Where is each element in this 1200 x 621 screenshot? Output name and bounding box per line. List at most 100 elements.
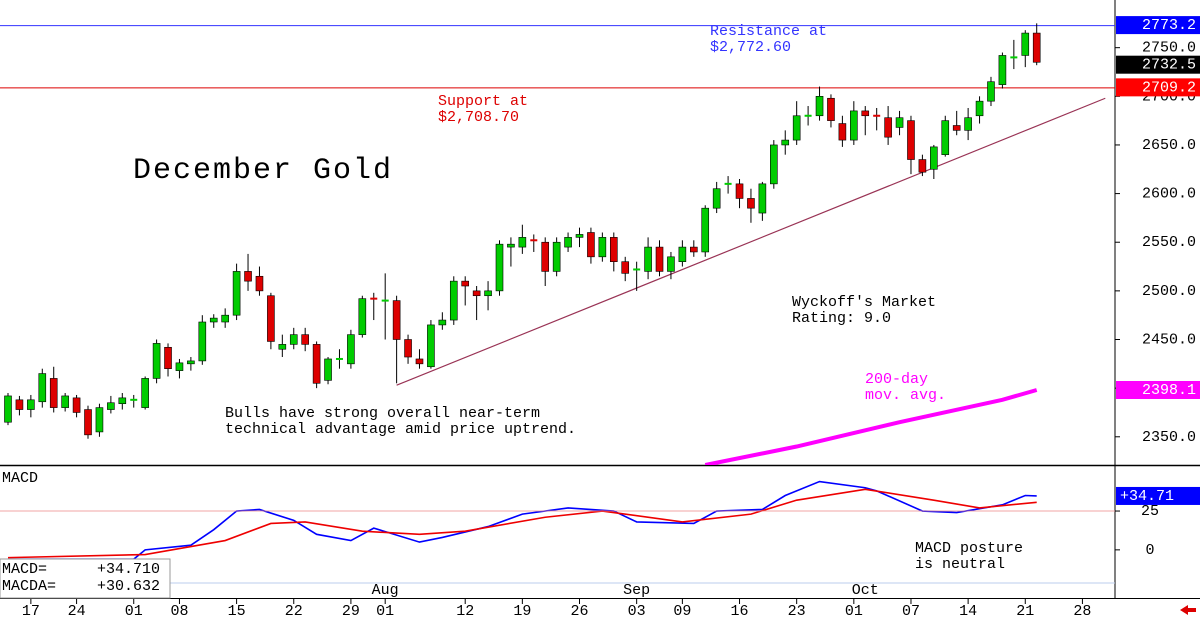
y-tick-label: 2650.0 xyxy=(1142,137,1196,154)
candle-body xyxy=(27,399,35,410)
readout-name: MACD= xyxy=(2,561,47,578)
readout-value: +30.632 xyxy=(97,578,160,595)
x-tick-label: 19 xyxy=(513,603,531,620)
candle-body xyxy=(507,243,515,248)
candle-body xyxy=(621,261,630,274)
y-tick-label: 2600.0 xyxy=(1142,186,1196,203)
annotation: Bulls have strong overall near-term xyxy=(225,405,540,422)
candle-body xyxy=(884,117,892,138)
x-tick-label: 23 xyxy=(788,603,806,620)
candle-body xyxy=(335,357,343,360)
candle-body xyxy=(758,183,767,214)
annotation: technical advantage amid price uptrend. xyxy=(225,421,576,438)
candle-body xyxy=(873,114,881,117)
x-tick-label: 24 xyxy=(68,603,86,620)
candle-body xyxy=(804,114,812,117)
annotation: Wyckoff's Market xyxy=(792,294,936,311)
x-tick-label: 09 xyxy=(673,603,691,620)
candle-body xyxy=(678,246,687,262)
candle-body xyxy=(930,146,938,170)
macd-marker-label: +34.71 xyxy=(1120,488,1174,505)
candle-body xyxy=(907,120,915,160)
candle-body xyxy=(598,237,607,258)
axis-marker-label: 2398.1 xyxy=(1142,382,1196,399)
candle-body xyxy=(130,398,138,401)
macd-y-tick-label: 0 xyxy=(1145,542,1154,559)
axis-marker xyxy=(1116,380,1200,399)
x-tick-label: 01 xyxy=(845,603,863,620)
axis-marker xyxy=(1116,55,1200,74)
axis-marker xyxy=(1116,16,1200,35)
annotation: Rating: 9.0 xyxy=(792,310,891,327)
candle-body xyxy=(141,378,149,408)
candle-body xyxy=(861,110,870,117)
candle-body xyxy=(152,343,161,379)
candle-body xyxy=(987,81,995,102)
candle-body xyxy=(1021,32,1030,56)
macd-panel xyxy=(0,480,1115,560)
candle-body xyxy=(975,100,984,117)
candle-body xyxy=(4,395,12,423)
candle-body xyxy=(72,397,81,413)
candle-body xyxy=(918,159,927,173)
ma-label: mov. avg. xyxy=(865,387,946,404)
candle-body xyxy=(95,407,104,433)
candle-body xyxy=(15,399,24,410)
readout-name: MACDA= xyxy=(2,578,56,595)
month-label: Oct xyxy=(852,582,879,599)
candle-body xyxy=(735,183,744,199)
x-tick-label: 21 xyxy=(1016,603,1034,620)
candle-body xyxy=(278,344,287,350)
candle-body xyxy=(324,358,332,381)
support-label: $2,708.70 xyxy=(438,109,519,126)
candle-body xyxy=(370,297,378,300)
candle-body xyxy=(941,120,950,155)
candle-body xyxy=(84,409,92,436)
candle-body xyxy=(495,243,504,292)
macd-marker xyxy=(1116,486,1200,505)
resistance-label: $2,772.60 xyxy=(710,39,791,56)
candle-body xyxy=(850,110,858,141)
candle-body xyxy=(1032,32,1041,63)
chart-title: December Gold xyxy=(133,154,393,188)
annotation: MACD posture xyxy=(915,540,1023,557)
candle-body xyxy=(164,346,172,369)
annotation: is neutral xyxy=(915,556,1005,573)
candle-body xyxy=(472,290,481,297)
candle-body xyxy=(49,378,58,408)
macd-y-tick-label: 25 xyxy=(1141,503,1159,520)
candle-body xyxy=(209,317,218,323)
candle-body xyxy=(827,97,835,121)
candle-body xyxy=(701,207,710,253)
x-tick-label: 01 xyxy=(376,603,394,620)
axis-marker-label: 2773.2 xyxy=(1142,17,1196,34)
x-tick-label: 29 xyxy=(342,603,360,620)
candle-body xyxy=(198,321,207,362)
candle-body xyxy=(255,275,264,292)
candle-body xyxy=(484,290,492,297)
scroll-arrow[interactable] xyxy=(1180,605,1196,615)
candle-body xyxy=(404,339,412,358)
candle-body xyxy=(289,334,298,345)
candle-body xyxy=(667,256,675,272)
x-tick-label: 01 xyxy=(125,603,143,620)
candle-body xyxy=(221,314,229,323)
price-panel xyxy=(0,23,1115,465)
candle-body xyxy=(392,300,401,340)
candle-body xyxy=(518,237,527,248)
candle-body xyxy=(415,358,424,365)
x-tick-label: 16 xyxy=(731,603,749,620)
readout-box xyxy=(0,558,171,599)
x-tick-label: 12 xyxy=(456,603,474,620)
readout-value: +34.710 xyxy=(97,561,160,578)
candle-body xyxy=(461,280,470,287)
x-tick-label: 03 xyxy=(628,603,646,620)
macd-title: MACD xyxy=(2,470,38,487)
candle-body xyxy=(175,362,184,371)
candle-body xyxy=(1010,56,1018,59)
candle-body xyxy=(187,360,195,365)
y-tick-label: 2750.0 xyxy=(1142,40,1196,57)
candle-body xyxy=(267,295,275,342)
candle-body xyxy=(655,246,664,272)
support-label: Support at xyxy=(438,93,528,110)
